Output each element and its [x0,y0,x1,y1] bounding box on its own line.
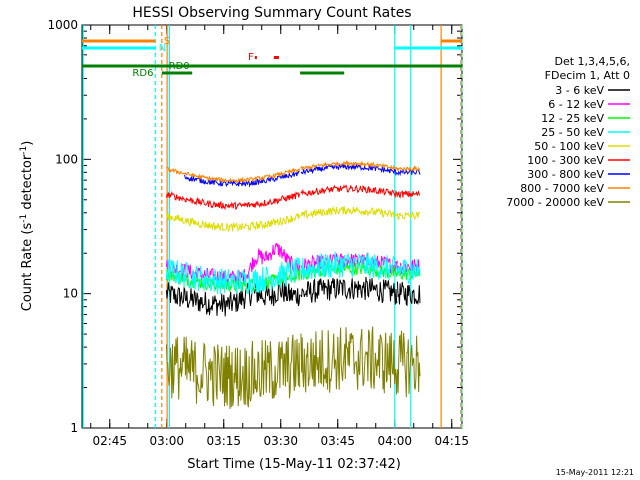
legend: Det 1,3,4,5,6, FDecim 1, Att 0 3 - 6 keV… [506,55,630,209]
series-line [396,330,421,398]
series-line [396,189,421,199]
y-axis-label: Count Rate (s-1 detector-1) [19,141,35,312]
series-line [184,170,300,188]
series-line [165,190,185,202]
x-tick-label: 03:45 [320,434,355,448]
y-axis-label-mid: detector [20,154,35,214]
x-tick-label: 02:45 [92,434,127,448]
legend-entry: 50 - 100 keV [534,140,604,153]
y-axis-label-sup2: -1 [19,146,29,155]
series-line [396,211,421,221]
y-tick-label: 10 [63,287,78,301]
series-line [165,212,185,225]
series-line [396,164,421,172]
series-lines [165,159,421,409]
legend-entry: 6 - 12 keV [548,98,604,111]
series-line [300,205,398,220]
x-tick-label: 03:15 [206,434,241,448]
legend-entry: 100 - 300 keV [527,154,604,167]
y-axis-label-sup1: -1 [19,214,29,223]
legend-entry: 12 - 25 keV [541,112,604,125]
x-tick-label: 03:30 [263,434,298,448]
series-line [184,191,300,211]
y-axis-label-end: ) [20,141,35,146]
series-line [165,166,301,184]
y-tick-label: 1 [70,421,78,435]
series-line [396,168,421,177]
series-line [300,326,398,395]
series-line [300,163,398,177]
x-tick-label: 04:00 [377,434,412,448]
series-line [300,159,398,172]
x-tick-label: 04:15 [434,434,469,448]
rd6-flag-label: RD6 [132,68,153,79]
series-line [300,252,398,274]
chart-title: HESSI Observing Summary Count Rates [132,5,411,21]
x-axis-label: Start Time (15-May-11 02:37:42) [187,457,401,472]
legend-entry: 25 - 50 keV [541,126,604,139]
series-line [165,334,301,409]
series-line [165,242,301,286]
legend-header-2: FDecim 1, Att 0 [545,69,630,82]
rd0-flag-label: RD0 [169,61,190,72]
series-line [300,276,398,305]
series-line [165,280,301,317]
series-line [300,184,398,199]
legend-header-1: Det 1,3,4,5,6, [554,55,630,68]
y-tick-label: 100 [55,152,78,166]
y-tick-label: 1000 [47,18,78,32]
f-flag-label: F [248,52,254,63]
n-flag-label: N [159,43,166,54]
flare-flag-mark [254,56,257,59]
s-flag-label: S [164,36,170,47]
flare-flag-mark [273,56,279,59]
y-axis-label-main: Count Rate (s [20,223,35,312]
footer-date: 15-May-2011 12:21 [556,468,634,477]
series-line [184,213,300,233]
legend-entry: 800 - 7000 keV [520,182,604,195]
x-tick-label: 03:00 [149,434,184,448]
series-line [300,251,398,281]
series-line [396,258,421,285]
legend-entry: 300 - 800 keV [527,168,604,181]
series-line [396,281,421,307]
legend-entry: 3 - 6 keV [555,84,604,97]
series-line [165,256,301,295]
legend-entry: 7000 - 20000 keV [506,196,604,209]
plot-area [81,24,463,429]
